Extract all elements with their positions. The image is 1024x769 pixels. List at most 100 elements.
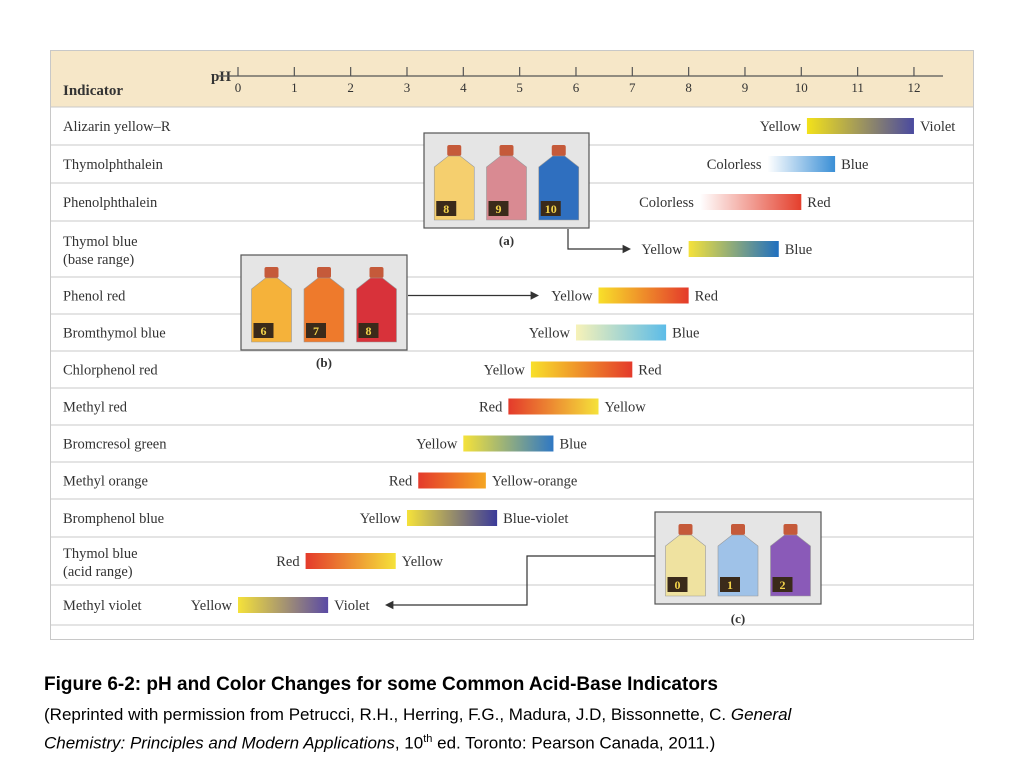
ph-tick-label: 6 — [573, 80, 580, 95]
bottle-cap — [264, 267, 279, 278]
indicator-figure: Alizarin yellow–R Thymolphthalein Phenolph… — [50, 50, 974, 640]
indicator-name: Bromthymol blue — [63, 326, 166, 342]
bottle: 2 — [770, 524, 811, 597]
bottle-number-tag — [667, 577, 688, 592]
high-ph-color-label: Violet — [920, 119, 955, 135]
high-ph-color-label: Red — [695, 289, 719, 305]
indicator-name: Thymol blue — [63, 546, 138, 562]
connector-arrowhead — [385, 600, 394, 610]
high-ph-color-label: Blue — [785, 242, 812, 258]
low-ph-color-label: Red — [276, 554, 300, 570]
caption-book-title-2: Chemistry: Principles and Modern Applica… — [44, 733, 395, 753]
bottle-cap — [678, 524, 693, 535]
bottle-number: 1 — [727, 578, 733, 592]
caption-edition: , 10 — [394, 733, 424, 753]
indicator-name: Bromcresol green — [63, 437, 167, 453]
low-ph-color-label: Colorless — [639, 195, 694, 211]
high-ph-color-label: Blue — [672, 326, 699, 342]
low-ph-color-label: Red — [389, 474, 413, 490]
indicator-name: Thymolphthalein — [63, 157, 164, 173]
transition-bar — [575, 324, 667, 341]
bottle-cap — [731, 524, 745, 535]
low-ph-color-label: Yellow — [484, 363, 526, 379]
ph-tick-label: 12 — [907, 80, 920, 95]
bottle-cap — [317, 267, 331, 278]
low-ph-color-label: Yellow — [191, 598, 233, 614]
bottle: 9 — [486, 145, 527, 221]
bottle-cap — [783, 524, 798, 535]
connector-arrowhead — [622, 244, 631, 254]
bottle-number-tag — [772, 577, 793, 592]
low-ph-color-label: Yellow — [529, 326, 571, 342]
bottle-number: 0 — [675, 578, 681, 592]
caption-citation: (Reprinted with permission from Petrucci… — [44, 702, 984, 756]
low-ph-color-label: Yellow — [360, 511, 402, 527]
figure-caption: Figure 6-2: pH and Color Changes for som… — [44, 674, 984, 756]
transition-bar — [406, 510, 498, 526]
transition-bar — [508, 398, 599, 415]
high-ph-color-label: Red — [807, 195, 831, 211]
bottle-cap — [369, 267, 384, 278]
bottle: 7 — [303, 267, 345, 343]
ph-tick-label: 10 — [795, 80, 808, 95]
connector-c-to-methyl-violet — [391, 555, 655, 606]
indicator-name: Methyl red — [63, 400, 128, 416]
caption-suffix: ed. Toronto: Pearson Canada, 2011.) — [432, 733, 716, 753]
transition-bar — [238, 597, 329, 613]
indicator-name: Methyl violet — [63, 598, 142, 614]
indicator-name-sub: (base range) — [63, 252, 134, 268]
inset-label: (b) — [316, 355, 332, 370]
ph-tick-label: 11 — [851, 80, 864, 95]
high-ph-color-label: Violet — [334, 598, 369, 614]
caption-title: Figure 6-2: pH and Color Changes for som… — [44, 674, 718, 695]
bottle-number-tag — [436, 201, 457, 216]
transition-bar — [305, 553, 396, 569]
ph-tick-label: 9 — [742, 80, 749, 95]
high-ph-color-label: Red — [638, 363, 662, 379]
bottle-number-tag — [540, 201, 561, 216]
indicator-name: Chlorphenol red — [63, 363, 158, 379]
transition-bar — [806, 118, 914, 134]
caption-book-title-1: General — [730, 705, 792, 724]
ph-tick-label: 3 — [404, 80, 411, 95]
ph-tick-label: 0 — [235, 80, 242, 95]
ph-tick-label: 8 — [685, 80, 692, 95]
indicator-name: Alizarin yellow–R — [63, 119, 171, 135]
transition-bar — [688, 241, 779, 257]
bottle-number: 2 — [780, 578, 786, 592]
bottle-number: 6 — [261, 324, 267, 338]
bottle: 8 — [433, 145, 475, 221]
indicator-name-sub: (acid range) — [63, 564, 133, 580]
bottle: 10 — [538, 145, 580, 221]
inset-label: (c) — [731, 611, 745, 626]
bottle-number-tag — [253, 323, 274, 338]
high-ph-color-label: Blue — [841, 157, 868, 173]
inset-photo-2: 6 7 8 (b) — [240, 254, 408, 370]
bottle-number-tag — [306, 323, 326, 338]
bottle-number-tag — [358, 323, 379, 338]
bottle-number: 7 — [313, 324, 319, 338]
inset-photo-1: 8 9 10 (a) — [423, 132, 590, 248]
bottle-number-tag — [720, 577, 740, 592]
transition-bar — [598, 287, 689, 304]
indicator-name: Bromphenol blue — [63, 511, 164, 527]
transition-bar — [463, 435, 554, 452]
ph-tick-label: 5 — [516, 80, 523, 95]
header-band — [51, 51, 973, 107]
transition-bar — [699, 194, 802, 210]
indicator-name: Phenolphthalein — [63, 195, 158, 211]
transition-bar — [418, 472, 486, 489]
bottle-number: 10 — [545, 202, 557, 216]
inset-photo-3: 0 1 2 (c) — [654, 511, 822, 626]
inset-label: (a) — [499, 233, 514, 248]
bottle: 0 — [665, 524, 706, 597]
header-indicator-label: Indicator — [63, 83, 123, 99]
bottle-cap — [551, 145, 566, 156]
bottle: 6 — [251, 267, 292, 343]
ph-tick-label: 1 — [291, 80, 298, 95]
ph-tick-label: 4 — [460, 80, 467, 95]
high-ph-color-label: Yellow-orange — [492, 474, 578, 490]
bottle-number: 9 — [496, 202, 502, 216]
bottle-cap — [499, 145, 514, 156]
low-ph-color-label: Yellow — [760, 119, 802, 135]
